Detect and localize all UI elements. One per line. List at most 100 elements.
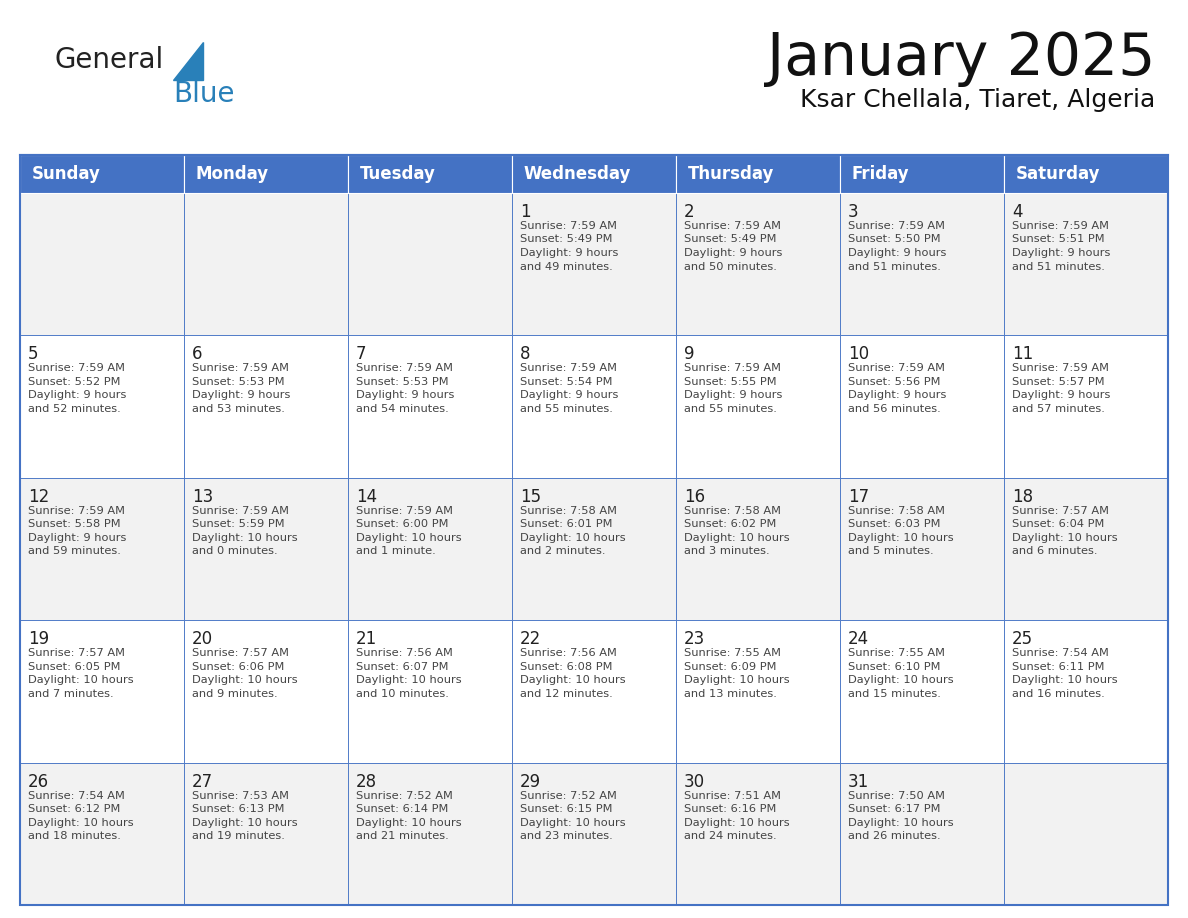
Text: Sunset: 6:14 PM: Sunset: 6:14 PM	[356, 804, 448, 814]
Text: Sunset: 6:08 PM: Sunset: 6:08 PM	[520, 662, 613, 672]
Text: 19: 19	[29, 630, 49, 648]
Text: and 51 minutes.: and 51 minutes.	[1012, 262, 1105, 272]
Bar	[840, 763, 1004, 905]
Text: 26: 26	[29, 773, 49, 790]
Text: Sunrise: 7:59 AM: Sunrise: 7:59 AM	[356, 506, 453, 516]
Text: and 51 minutes.: and 51 minutes.	[848, 262, 941, 272]
Text: Daylight: 10 hours: Daylight: 10 hours	[520, 818, 626, 828]
Bar	[20, 155, 184, 193]
Bar	[840, 155, 1004, 193]
Text: Daylight: 9 hours: Daylight: 9 hours	[192, 390, 290, 400]
Bar	[1004, 335, 1168, 477]
Text: Sunrise: 7:59 AM: Sunrise: 7:59 AM	[520, 364, 617, 374]
Text: Daylight: 10 hours: Daylight: 10 hours	[520, 676, 626, 685]
Bar	[840, 477, 1004, 621]
Text: Sunset: 6:15 PM: Sunset: 6:15 PM	[520, 804, 613, 814]
Text: Sunrise: 7:55 AM: Sunrise: 7:55 AM	[848, 648, 944, 658]
Text: 8: 8	[520, 345, 531, 364]
Text: 14: 14	[356, 487, 377, 506]
Text: Sunrise: 7:59 AM: Sunrise: 7:59 AM	[684, 364, 781, 374]
Text: Sunset: 6:12 PM: Sunset: 6:12 PM	[29, 804, 120, 814]
Text: Daylight: 10 hours: Daylight: 10 hours	[848, 818, 954, 828]
Text: Daylight: 10 hours: Daylight: 10 hours	[192, 532, 298, 543]
Text: Sunset: 5:49 PM: Sunset: 5:49 PM	[520, 234, 613, 244]
Text: Daylight: 9 hours: Daylight: 9 hours	[29, 532, 126, 543]
Text: Sunrise: 7:50 AM: Sunrise: 7:50 AM	[848, 790, 944, 800]
Text: Sunrise: 7:58 AM: Sunrise: 7:58 AM	[848, 506, 944, 516]
Text: Daylight: 10 hours: Daylight: 10 hours	[684, 676, 790, 685]
Text: 31: 31	[848, 773, 870, 790]
Text: and 16 minutes.: and 16 minutes.	[1012, 688, 1105, 699]
Text: and 7 minutes.: and 7 minutes.	[29, 688, 114, 699]
Text: Sunrise: 7:59 AM: Sunrise: 7:59 AM	[848, 221, 944, 231]
Bar	[512, 193, 676, 335]
Text: and 5 minutes.: and 5 minutes.	[848, 546, 934, 556]
Text: Sunset: 5:59 PM: Sunset: 5:59 PM	[192, 520, 285, 530]
Text: 23: 23	[684, 630, 706, 648]
Bar	[840, 193, 1004, 335]
Text: Sunday: Sunday	[31, 165, 100, 183]
Text: Sunset: 5:56 PM: Sunset: 5:56 PM	[848, 377, 941, 386]
Text: Daylight: 10 hours: Daylight: 10 hours	[356, 676, 462, 685]
Bar	[840, 335, 1004, 477]
Text: Daylight: 9 hours: Daylight: 9 hours	[684, 248, 783, 258]
Text: 3: 3	[848, 203, 859, 221]
Text: and 53 minutes.: and 53 minutes.	[192, 404, 285, 414]
Bar	[20, 155, 1168, 905]
Text: Sunrise: 7:52 AM: Sunrise: 7:52 AM	[520, 790, 617, 800]
Text: and 0 minutes.: and 0 minutes.	[192, 546, 278, 556]
Bar	[184, 155, 348, 193]
Text: Daylight: 10 hours: Daylight: 10 hours	[848, 532, 954, 543]
Text: and 50 minutes.: and 50 minutes.	[684, 262, 777, 272]
Text: 11: 11	[1012, 345, 1034, 364]
Text: Sunrise: 7:59 AM: Sunrise: 7:59 AM	[29, 364, 125, 374]
Text: Sunset: 6:07 PM: Sunset: 6:07 PM	[356, 662, 449, 672]
Text: Daylight: 10 hours: Daylight: 10 hours	[1012, 532, 1118, 543]
Bar	[348, 763, 512, 905]
Text: Sunset: 5:58 PM: Sunset: 5:58 PM	[29, 520, 121, 530]
Bar	[348, 335, 512, 477]
Text: 22: 22	[520, 630, 542, 648]
Text: Sunset: 6:16 PM: Sunset: 6:16 PM	[684, 804, 777, 814]
Text: Sunrise: 7:57 AM: Sunrise: 7:57 AM	[192, 648, 289, 658]
Text: 24: 24	[848, 630, 870, 648]
Text: Daylight: 10 hours: Daylight: 10 hours	[684, 818, 790, 828]
Text: Tuesday: Tuesday	[360, 165, 435, 183]
Text: and 2 minutes.: and 2 minutes.	[520, 546, 606, 556]
Bar	[1004, 477, 1168, 621]
Text: Daylight: 9 hours: Daylight: 9 hours	[520, 248, 619, 258]
Text: 10: 10	[848, 345, 870, 364]
Text: Friday: Friday	[852, 165, 909, 183]
Text: Sunrise: 7:57 AM: Sunrise: 7:57 AM	[1012, 506, 1110, 516]
Text: Daylight: 10 hours: Daylight: 10 hours	[684, 532, 790, 543]
Text: 12: 12	[29, 487, 49, 506]
Text: Daylight: 9 hours: Daylight: 9 hours	[520, 390, 619, 400]
Text: Sunset: 6:10 PM: Sunset: 6:10 PM	[848, 662, 941, 672]
Text: and 10 minutes.: and 10 minutes.	[356, 688, 449, 699]
Bar	[1004, 155, 1168, 193]
Text: Sunrise: 7:58 AM: Sunrise: 7:58 AM	[684, 506, 781, 516]
Text: 7: 7	[356, 345, 367, 364]
Text: and 18 minutes.: and 18 minutes.	[29, 831, 121, 841]
Text: Sunset: 5:53 PM: Sunset: 5:53 PM	[356, 377, 449, 386]
Text: Sunset: 6:01 PM: Sunset: 6:01 PM	[520, 520, 613, 530]
Text: January 2025: January 2025	[766, 30, 1155, 87]
Text: and 6 minutes.: and 6 minutes.	[1012, 546, 1098, 556]
Text: Sunset: 5:55 PM: Sunset: 5:55 PM	[684, 377, 777, 386]
Text: and 21 minutes.: and 21 minutes.	[356, 831, 449, 841]
Text: 16: 16	[684, 487, 706, 506]
Bar	[676, 335, 840, 477]
Bar	[840, 621, 1004, 763]
Text: Sunrise: 7:59 AM: Sunrise: 7:59 AM	[192, 506, 289, 516]
Text: Daylight: 9 hours: Daylight: 9 hours	[1012, 390, 1111, 400]
Text: Daylight: 10 hours: Daylight: 10 hours	[192, 676, 298, 685]
Text: Ksar Chellala, Tiaret, Algeria: Ksar Chellala, Tiaret, Algeria	[800, 88, 1155, 112]
Text: and 3 minutes.: and 3 minutes.	[684, 546, 770, 556]
Bar	[20, 477, 184, 621]
Text: Sunset: 5:53 PM: Sunset: 5:53 PM	[192, 377, 285, 386]
Text: and 54 minutes.: and 54 minutes.	[356, 404, 449, 414]
Text: and 52 minutes.: and 52 minutes.	[29, 404, 121, 414]
Text: General: General	[55, 46, 164, 74]
Text: Thursday: Thursday	[688, 165, 773, 183]
Text: Sunset: 5:57 PM: Sunset: 5:57 PM	[1012, 377, 1105, 386]
